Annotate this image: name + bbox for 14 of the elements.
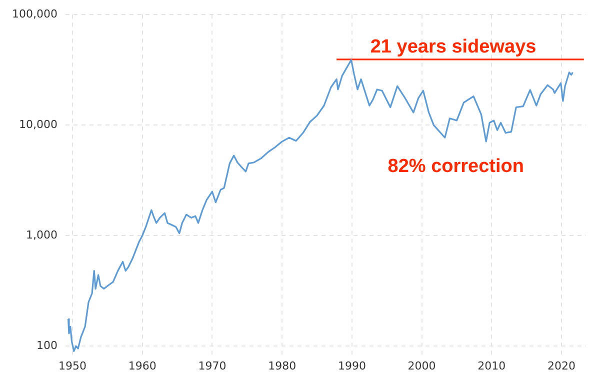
- x-tick-label: 1960: [128, 359, 156, 372]
- x-tick-label: 2020: [548, 359, 576, 372]
- y-tick-label: 100,000: [12, 7, 58, 20]
- y-tick-label: 1,000: [26, 228, 58, 242]
- y-tick-label: 100: [36, 338, 58, 352]
- x-tick-label: 1970: [198, 359, 226, 372]
- annotation: 21 years sideways: [370, 36, 536, 58]
- x-tick-label: 1950: [58, 359, 86, 372]
- x-tick-label: 2000: [408, 359, 436, 372]
- y-tick-label: 10,000: [18, 118, 58, 131]
- annotation: 82% correction: [388, 156, 524, 178]
- x-tick-label: 2010: [478, 359, 506, 372]
- x-tick-label: 1990: [338, 359, 366, 372]
- x-tick-label: 1980: [268, 359, 296, 372]
